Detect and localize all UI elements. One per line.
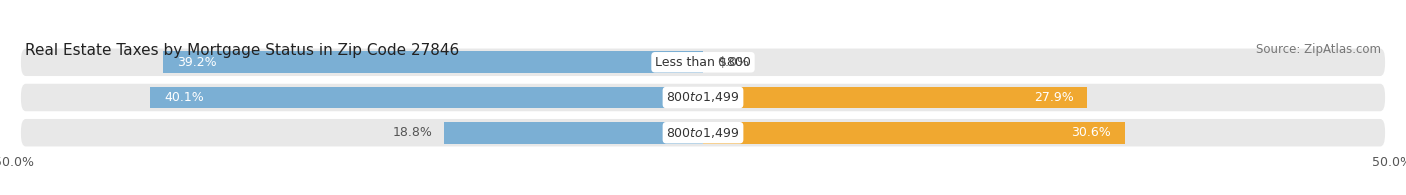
Text: 18.8%: 18.8% xyxy=(394,126,433,139)
Bar xyxy=(444,122,703,144)
Text: Less than $800: Less than $800 xyxy=(655,56,751,69)
Text: Source: ZipAtlas.com: Source: ZipAtlas.com xyxy=(1256,43,1381,56)
Text: $800 to $1,499: $800 to $1,499 xyxy=(666,90,740,105)
Bar xyxy=(163,51,703,73)
Text: Real Estate Taxes by Mortgage Status in Zip Code 27846: Real Estate Taxes by Mortgage Status in … xyxy=(25,43,460,58)
FancyBboxPatch shape xyxy=(21,84,1385,111)
FancyBboxPatch shape xyxy=(21,49,1385,76)
FancyBboxPatch shape xyxy=(21,119,1385,146)
Text: $800 to $1,499: $800 to $1,499 xyxy=(666,126,740,140)
Text: 30.6%: 30.6% xyxy=(1071,126,1111,139)
Text: 27.9%: 27.9% xyxy=(1033,91,1074,104)
Text: 0.0%: 0.0% xyxy=(717,56,749,69)
Bar xyxy=(150,87,703,108)
Text: 40.1%: 40.1% xyxy=(165,91,204,104)
Bar xyxy=(703,122,1125,144)
Text: 39.2%: 39.2% xyxy=(177,56,217,69)
Bar xyxy=(703,87,1087,108)
